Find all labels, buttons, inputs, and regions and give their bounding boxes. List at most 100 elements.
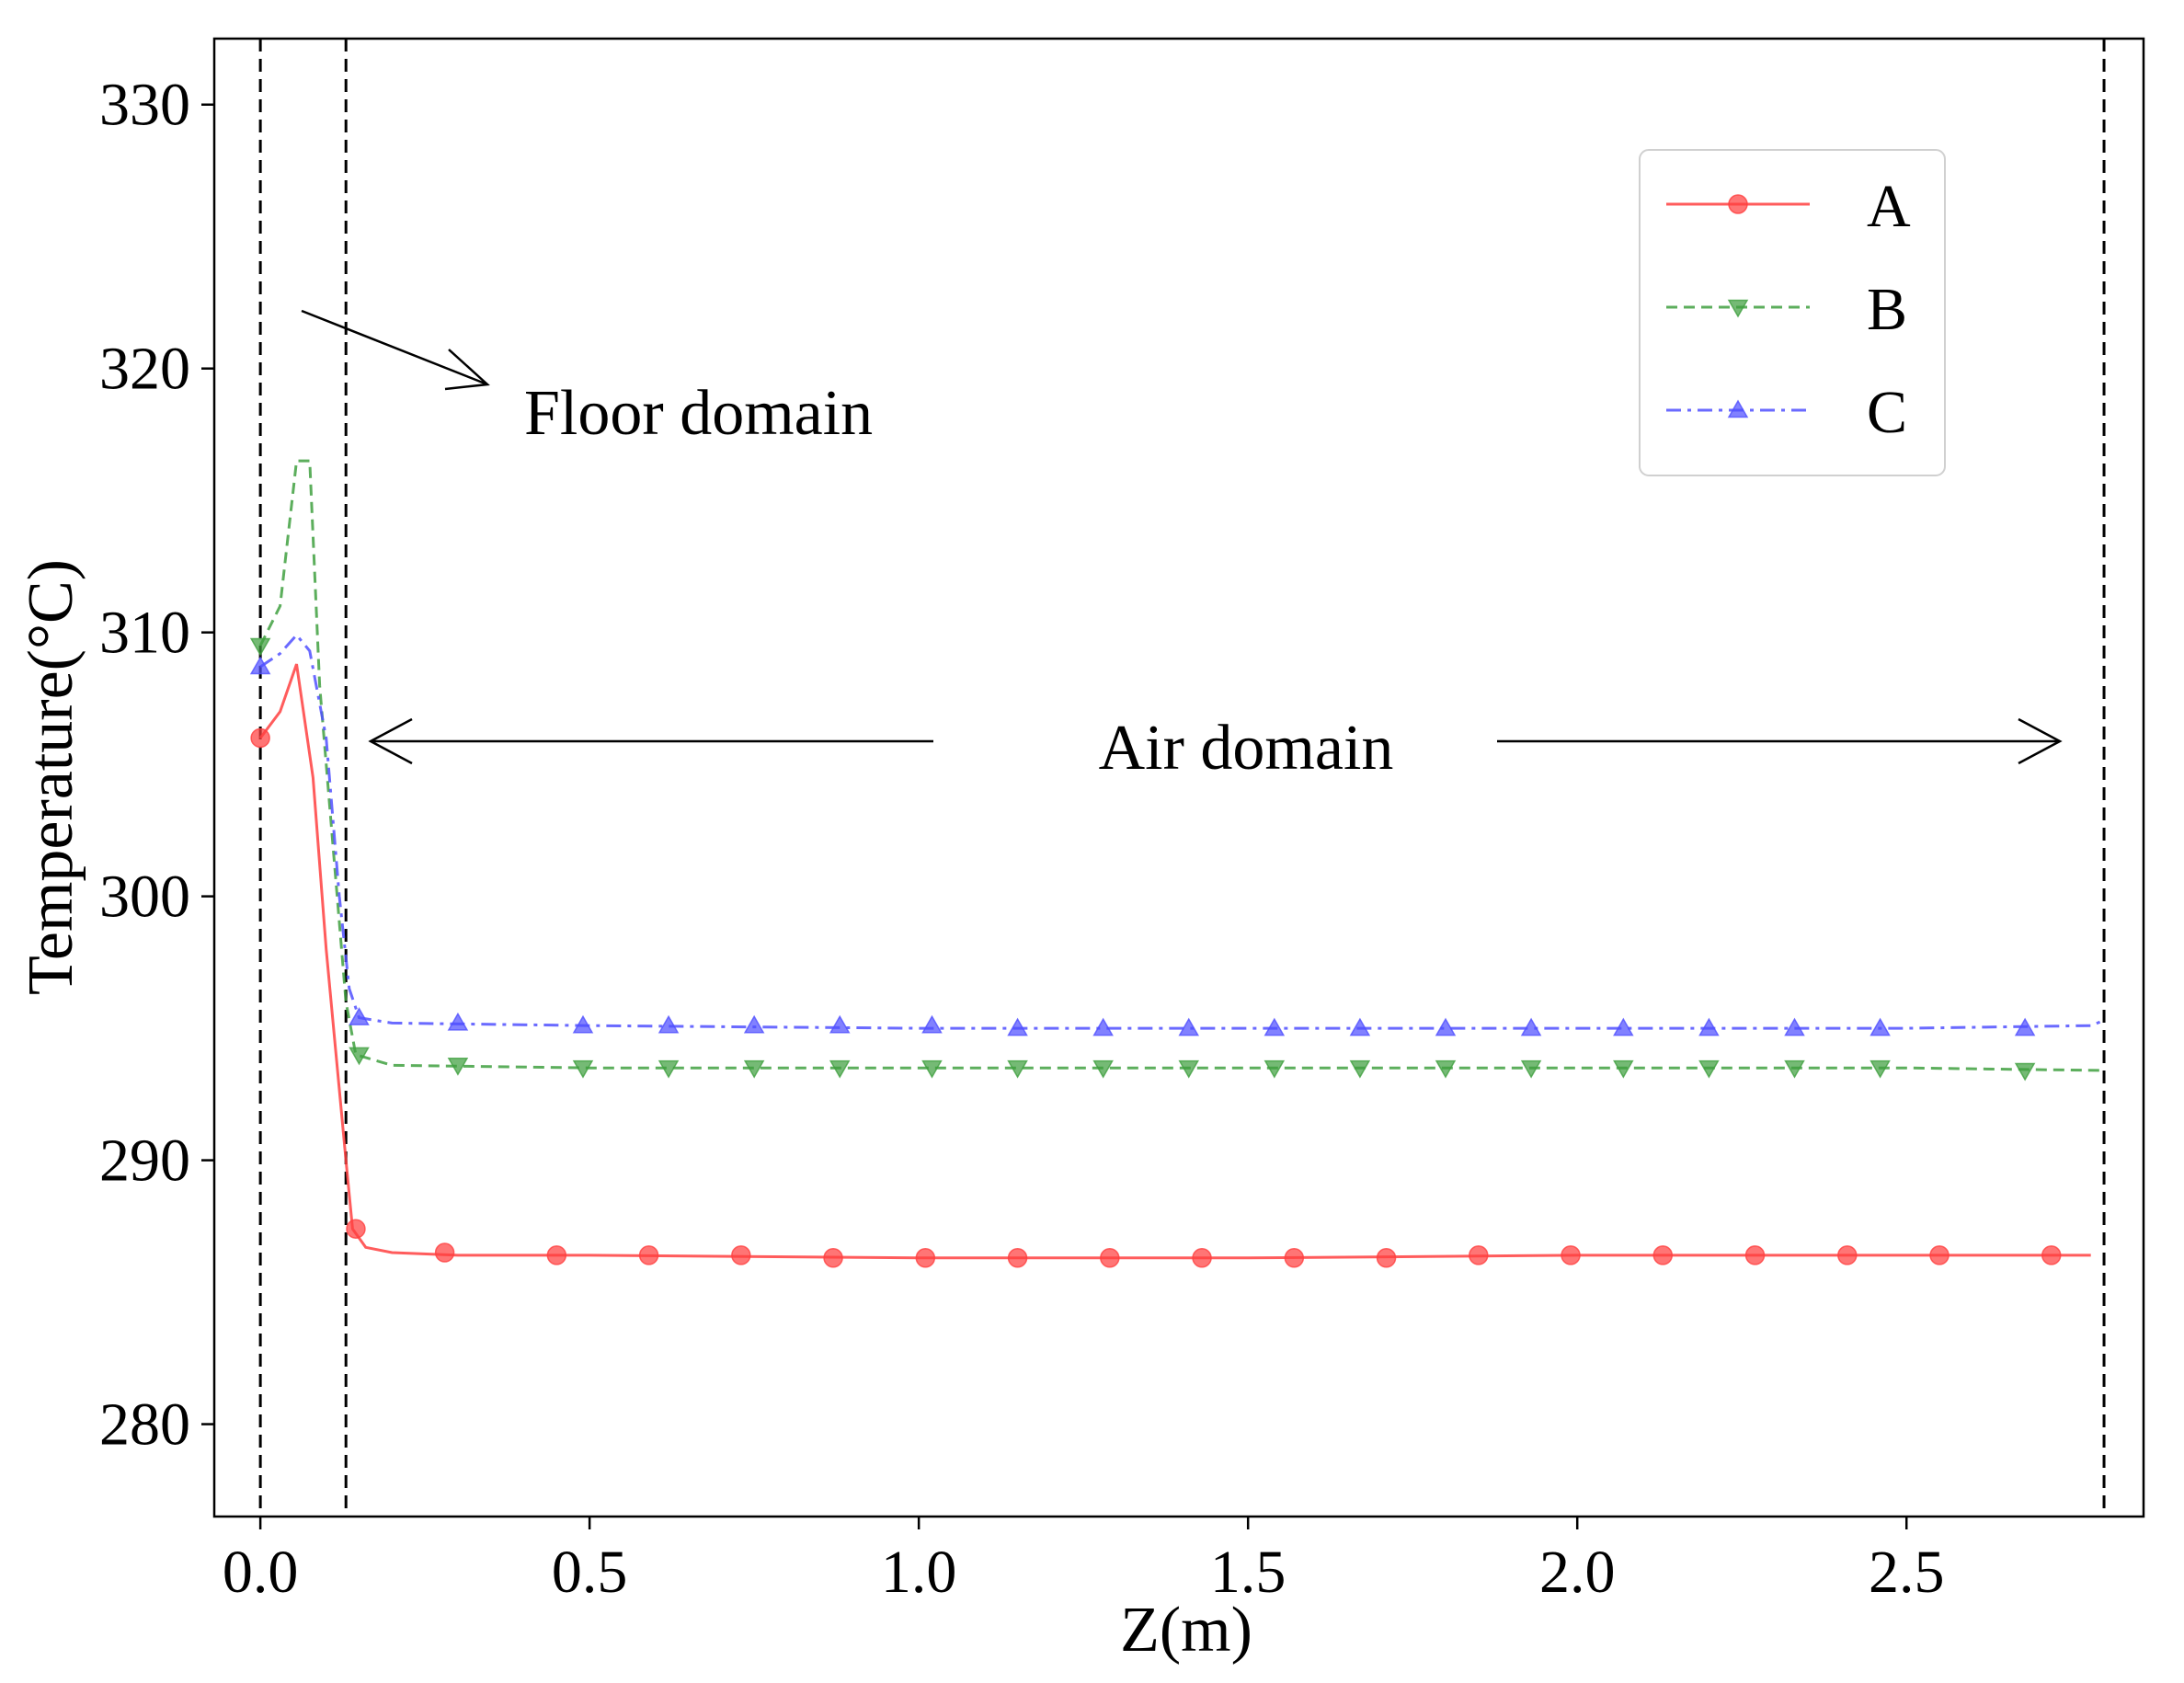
data-point-C [1178, 1017, 1200, 1036]
data-point-C [447, 1012, 469, 1031]
series-layer [249, 459, 2105, 1268]
data-point-B [743, 1059, 765, 1079]
x-axis-ticks: 0.0 0.5 1.0 1.5 2.0 2.5 [223, 1517, 1945, 1606]
data-point-C [1784, 1017, 1805, 1036]
floor-domain-annotation: Floor domain [301, 309, 873, 449]
data-point-B [1264, 1059, 1286, 1079]
y-tick-label: 320 [99, 336, 190, 403]
series-line-C [259, 633, 2105, 1030]
y-tick-label: 300 [99, 864, 190, 931]
floor-domain-arrow-line [301, 309, 488, 386]
legend-label-C: C [1867, 379, 1907, 446]
x-tick-label: 2.5 [1869, 1539, 1945, 1606]
data-point-A [1007, 1248, 1028, 1268]
y-tick-label: 280 [99, 1391, 190, 1459]
data-point-C [1613, 1017, 1634, 1036]
data-point-C [1435, 1017, 1457, 1036]
data-point-A [1192, 1248, 1212, 1268]
data-point-C [2014, 1017, 2036, 1036]
data-point-C [572, 1014, 594, 1034]
data-point-B [1007, 1059, 1028, 1079]
series-A [250, 663, 2091, 1268]
y-axis-label: Temperature(°C) [16, 559, 86, 995]
plot-frame [212, 37, 2145, 1518]
data-point-B [1784, 1059, 1805, 1079]
data-point-C [1349, 1017, 1371, 1036]
data-point-B [1698, 1059, 1720, 1079]
data-point-A [638, 1245, 659, 1265]
data-point-C [349, 1007, 370, 1025]
x-axis-label: Z(m) [1120, 1595, 1252, 1666]
data-point-C [1092, 1017, 1114, 1036]
floor-domain-arrow-head [444, 349, 490, 391]
data-point-A [2041, 1245, 2062, 1265]
floor-domain-label: Floor domain [524, 378, 873, 449]
data-point-B [657, 1059, 680, 1079]
data-point-C [1698, 1017, 1720, 1036]
series-line-B [258, 459, 2105, 1072]
data-point-C [1264, 1017, 1286, 1036]
air-domain-label: Air domain [1099, 713, 1394, 784]
data-point-B [1613, 1059, 1634, 1079]
x-tick-label: 0.5 [552, 1539, 628, 1606]
x-tick-label: 1.5 [1210, 1539, 1286, 1606]
series-line-A [258, 663, 2091, 1260]
x-tick-label: 1.0 [881, 1539, 957, 1606]
data-point-C [1520, 1017, 1542, 1036]
data-point-A [1837, 1245, 1858, 1265]
data-point-B [1349, 1059, 1371, 1079]
data-point-A [1744, 1245, 1766, 1265]
legend-label-A: A [1867, 173, 1911, 240]
data-point-A [731, 1245, 751, 1265]
data-point-A [546, 1245, 567, 1265]
y-axis-ticks: 280 290 300 310 320 330 [99, 72, 214, 1459]
data-point-B [1435, 1059, 1457, 1079]
data-point-A [1284, 1248, 1305, 1268]
data-point-C [829, 1014, 851, 1034]
data-point-B [829, 1059, 851, 1079]
data-point-B [921, 1059, 943, 1079]
data-point-A [346, 1219, 366, 1239]
x-tick-label: 0.0 [223, 1539, 299, 1606]
data-point-A [1652, 1245, 1674, 1265]
data-point-B [447, 1058, 469, 1076]
domain-boundary-lines [258, 39, 2106, 1517]
data-point-B [1092, 1059, 1114, 1079]
data-point-A [1469, 1245, 1489, 1265]
data-point-C [921, 1014, 943, 1034]
data-point-A [434, 1242, 455, 1263]
data-point-C [657, 1014, 680, 1034]
series-C [249, 633, 2105, 1036]
legend-marker-B [1727, 299, 1749, 318]
data-point-A [250, 727, 270, 749]
series-B [249, 459, 2105, 1082]
data-point-A [915, 1248, 936, 1268]
data-point-A [1100, 1248, 1120, 1268]
data-point-B [249, 637, 271, 657]
air-domain-arrow-left-head [368, 717, 413, 765]
air-domain-arrow-right-head [2018, 717, 2063, 765]
data-point-C [743, 1014, 765, 1034]
data-point-A [1561, 1245, 1581, 1265]
legend-label-B: B [1867, 276, 1907, 343]
data-point-C [1870, 1017, 1891, 1036]
legend-box [1639, 149, 1946, 476]
air-domain-annotation: Air domain [368, 713, 2063, 784]
data-point-B [349, 1047, 370, 1066]
data-point-A [1376, 1248, 1397, 1268]
data-point-B [1178, 1059, 1200, 1079]
legend-marker-C [1727, 399, 1749, 418]
legend: ABC [1639, 149, 1946, 476]
x-tick-label: 2.0 [1539, 1539, 1616, 1606]
data-point-B [2014, 1062, 2036, 1082]
y-tick-label: 290 [99, 1128, 190, 1195]
legend-marker-A [1728, 194, 1748, 214]
data-point-C [1007, 1017, 1028, 1036]
data-point-B [1520, 1059, 1542, 1079]
y-tick-label: 330 [99, 72, 190, 139]
data-point-A [1929, 1245, 1950, 1265]
data-point-B [572, 1059, 594, 1079]
data-point-C [249, 656, 271, 675]
data-point-A [823, 1248, 843, 1268]
